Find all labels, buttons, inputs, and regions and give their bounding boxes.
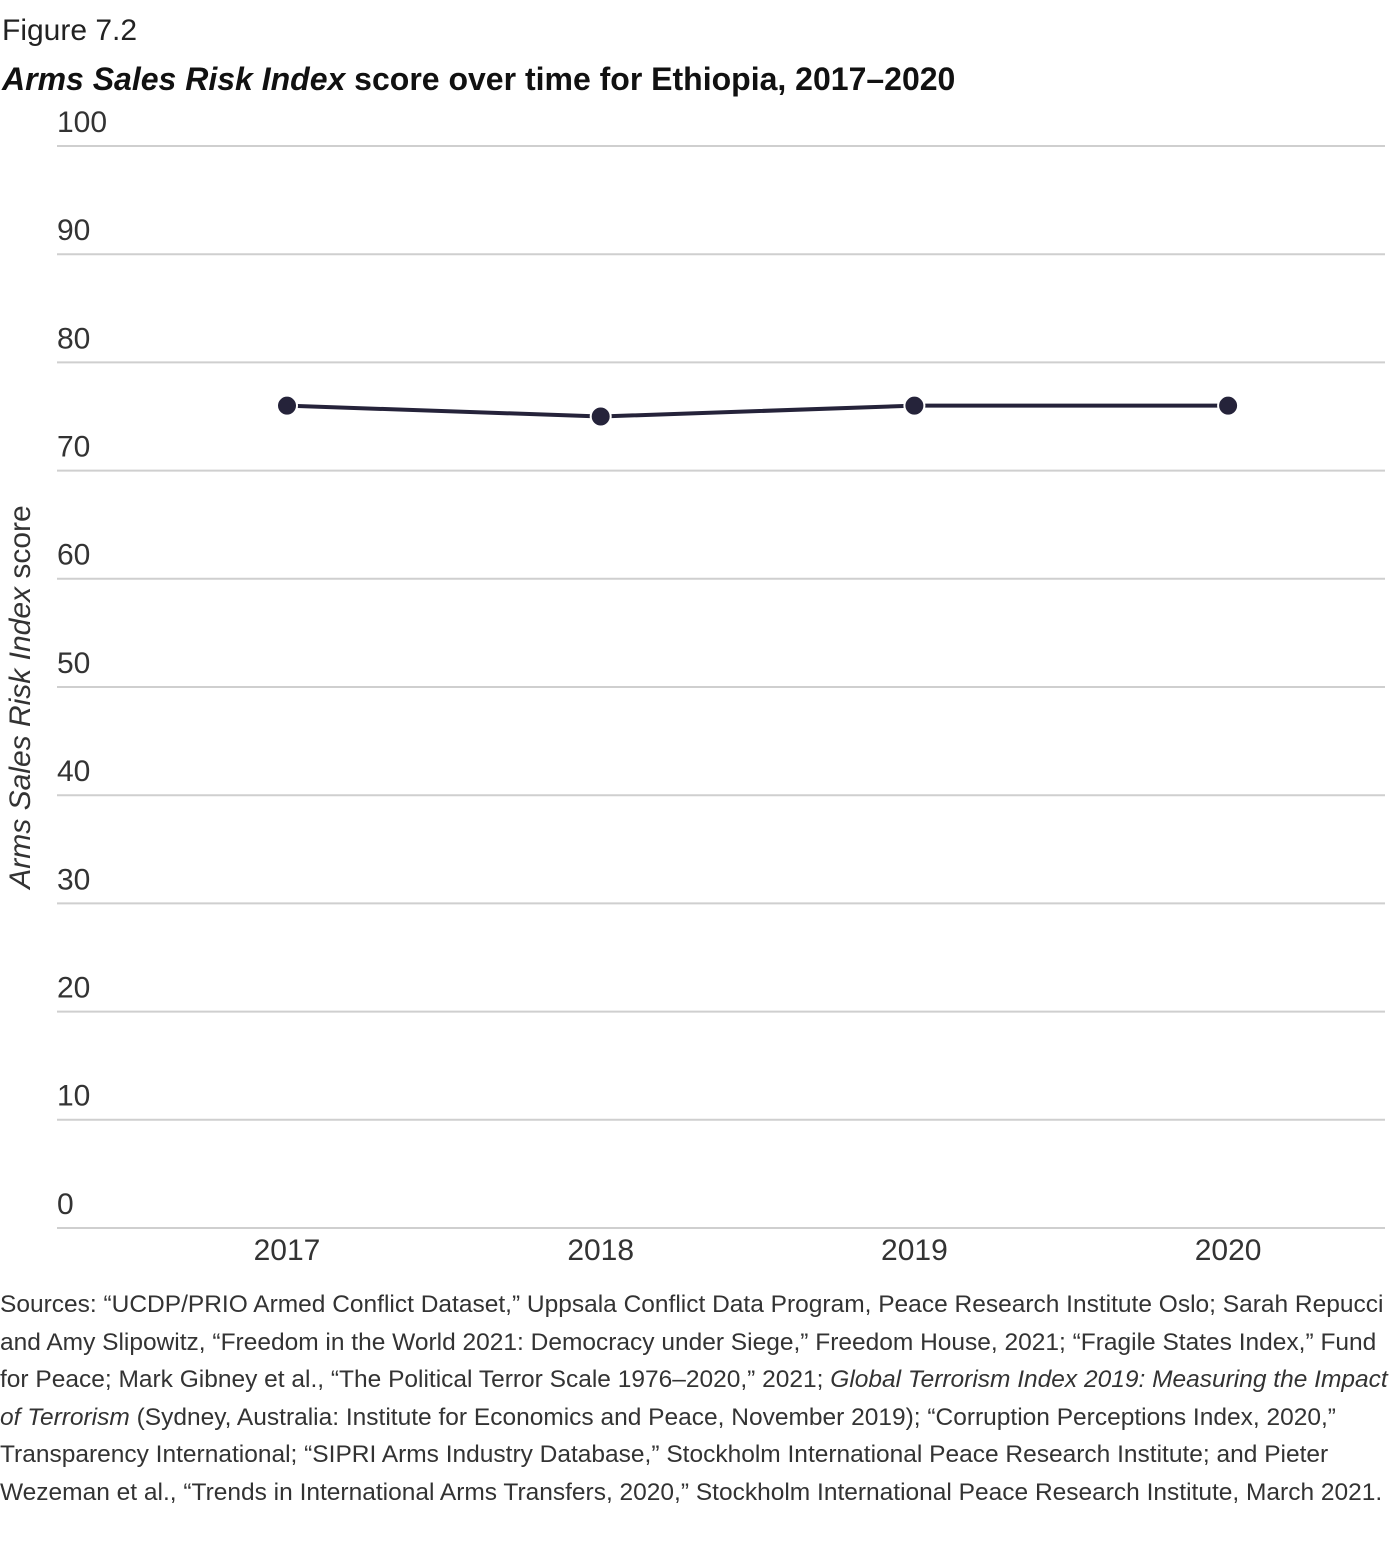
source-part: Sources: “UCDP/PRIO Armed Conflict Datas… xyxy=(0,1291,1384,1393)
y-tick-label: 70 xyxy=(57,431,90,464)
sources: Sources: “UCDP/PRIO Armed Conflict Datas… xyxy=(0,1286,1395,1511)
source-part: Global Terrorism Index 2019: Measuring t… xyxy=(0,1366,1388,1431)
source-part: (Sydney, Australia: Institute for Econom… xyxy=(0,1403,1383,1506)
point xyxy=(1217,394,1240,417)
chart: Figure 7.2 Arms Sales Risk Index score o… xyxy=(1,14,1385,1267)
y-tick-label: 20 xyxy=(57,972,90,1005)
title-part: score over time for Ethiopia, 2017–2020 xyxy=(345,61,955,97)
y-tick-label: 50 xyxy=(57,647,90,680)
y-tick-label: 30 xyxy=(57,863,90,896)
chart-title: Arms Sales Risk Index score over time fo… xyxy=(1,61,955,97)
y-label-part: score xyxy=(4,505,37,587)
figure-label: Figure 7.2 xyxy=(2,14,137,47)
title-part: Arms Sales Risk Index xyxy=(1,61,346,97)
line xyxy=(286,403,1229,419)
y-tick-label: 0 xyxy=(57,1188,74,1221)
point xyxy=(276,394,298,417)
y-tick-label: 60 xyxy=(57,539,90,572)
y-tick-label: 80 xyxy=(57,322,90,355)
point xyxy=(903,394,926,417)
y-axis-label: Arms Sales Risk Index score xyxy=(4,505,37,890)
x-tick-label: 2019 xyxy=(881,1234,948,1267)
x-tick-label: 2017 xyxy=(254,1234,321,1267)
y-tick-label: 100 xyxy=(57,106,107,139)
y-label-part: Arms Sales Risk Index xyxy=(4,586,37,891)
y-tick-label: 90 xyxy=(57,214,90,247)
y-tick-label: 40 xyxy=(57,755,90,788)
point xyxy=(589,405,612,428)
y-tick-label: 10 xyxy=(57,1080,90,1113)
x-tick-label: 2018 xyxy=(567,1234,634,1267)
x-tick-label: 2020 xyxy=(1195,1234,1262,1267)
